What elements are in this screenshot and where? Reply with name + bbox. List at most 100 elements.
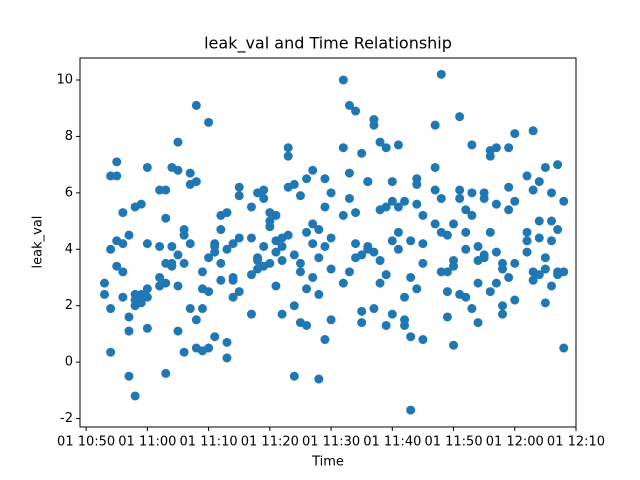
point — [553, 160, 563, 170]
point — [430, 185, 440, 195]
point — [467, 140, 477, 150]
point — [449, 340, 459, 350]
point — [191, 100, 201, 110]
point — [222, 353, 232, 363]
point — [510, 196, 520, 206]
point — [522, 236, 532, 246]
point — [412, 174, 422, 184]
point — [534, 216, 544, 226]
point — [418, 239, 428, 249]
point — [504, 143, 514, 153]
point — [547, 188, 557, 198]
point — [400, 292, 410, 302]
point — [326, 315, 336, 325]
point — [234, 233, 244, 243]
point — [406, 405, 416, 415]
point — [449, 261, 459, 271]
point — [259, 193, 269, 203]
y-tick-label: -2 — [60, 411, 73, 426]
point — [308, 272, 318, 282]
point — [461, 244, 471, 254]
point — [142, 284, 152, 294]
point — [479, 193, 489, 203]
point — [510, 129, 520, 139]
point — [302, 227, 312, 237]
point — [559, 196, 569, 206]
point — [418, 335, 428, 345]
point — [406, 272, 416, 282]
point — [295, 191, 305, 201]
point — [357, 306, 367, 316]
point — [124, 371, 134, 381]
point — [173, 250, 183, 260]
point — [381, 143, 391, 153]
point — [112, 171, 122, 181]
point — [204, 253, 214, 263]
point — [338, 143, 348, 153]
point — [142, 292, 152, 302]
point — [204, 117, 214, 127]
point — [246, 233, 256, 243]
point — [222, 244, 232, 254]
point — [142, 239, 152, 249]
point — [295, 267, 305, 277]
point — [161, 213, 171, 223]
y-tick-label: 6 — [65, 185, 73, 200]
point — [455, 185, 465, 195]
point — [461, 227, 471, 237]
point — [112, 261, 122, 271]
point — [504, 182, 514, 192]
point — [253, 256, 263, 266]
point — [498, 309, 508, 319]
x-tick-label: 01 12:00 — [486, 435, 544, 450]
point — [173, 137, 183, 147]
point — [491, 143, 501, 153]
point — [393, 202, 403, 212]
point — [381, 270, 391, 280]
point — [467, 304, 477, 314]
point — [320, 202, 330, 212]
point — [271, 210, 281, 220]
point — [528, 185, 538, 195]
point — [467, 188, 477, 198]
point — [430, 219, 440, 229]
point — [191, 315, 201, 325]
point — [498, 264, 508, 274]
point — [106, 347, 116, 357]
point — [534, 233, 544, 243]
point — [338, 75, 348, 85]
point — [99, 289, 109, 299]
point — [547, 281, 557, 291]
point — [553, 225, 563, 235]
point — [491, 199, 501, 209]
point — [136, 199, 146, 209]
point — [283, 230, 293, 240]
point — [167, 261, 177, 271]
point — [400, 196, 410, 206]
point — [106, 244, 116, 254]
point — [357, 148, 367, 158]
point — [473, 318, 483, 328]
point — [436, 193, 446, 203]
point — [442, 287, 452, 297]
axes-frame — [79, 57, 577, 428]
point — [326, 233, 336, 243]
point — [320, 241, 330, 251]
point — [124, 230, 134, 240]
point — [216, 275, 226, 285]
point — [344, 267, 354, 277]
point — [234, 191, 244, 201]
point — [246, 270, 256, 280]
point — [216, 258, 226, 268]
point — [436, 69, 446, 79]
point — [234, 182, 244, 192]
point — [344, 100, 354, 110]
point — [173, 165, 183, 175]
point — [412, 284, 422, 294]
x-tick-label: 01 12:10 — [547, 435, 605, 450]
point — [540, 264, 550, 274]
point — [455, 193, 465, 203]
point — [357, 318, 367, 328]
